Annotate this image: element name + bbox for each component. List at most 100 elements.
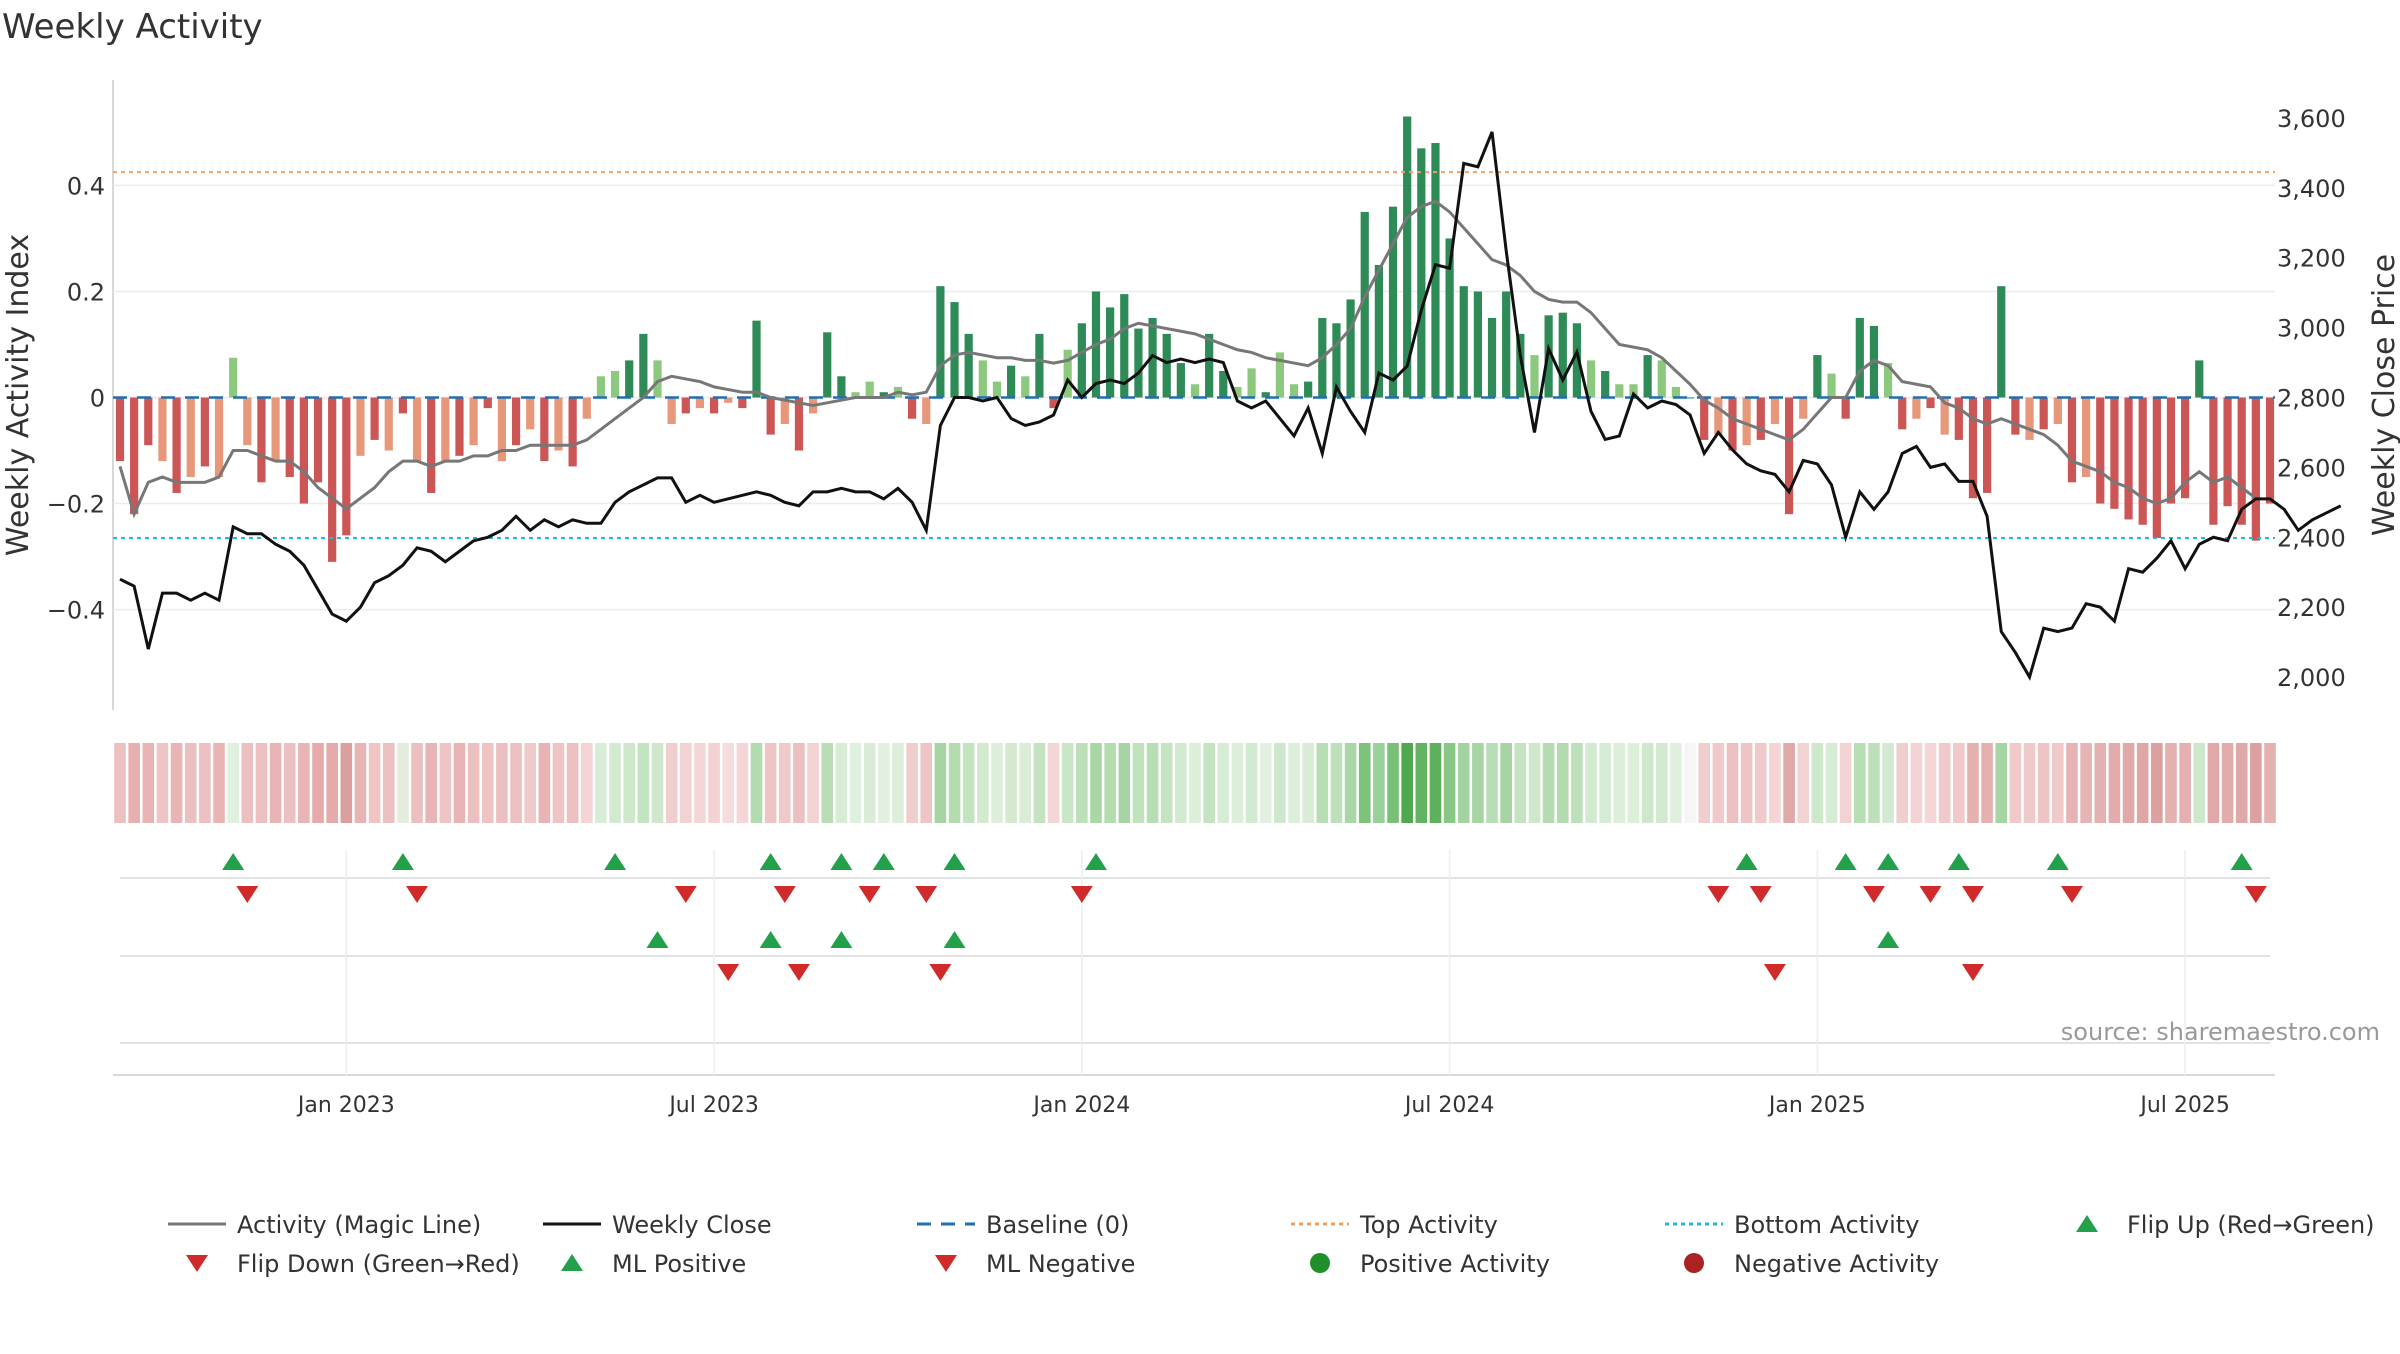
activity-strip-cell [1839, 743, 1852, 823]
activity-bar [1487, 317, 1497, 398]
flip-up-marker [830, 853, 853, 870]
flip-up-marker [1947, 853, 1970, 870]
activity-strip-cell [354, 743, 367, 823]
activity-bar [582, 397, 591, 419]
activity-strip-cell [1726, 743, 1739, 823]
activity-bar [667, 397, 676, 425]
activity-bar [2181, 397, 2190, 499]
y2-tick-label: 3,600 [2277, 105, 2346, 133]
activity-bar [2138, 397, 2147, 525]
ml-positive-marker [830, 931, 853, 948]
activity-strip-cell [170, 743, 183, 823]
activity-bar [313, 397, 323, 483]
y2-axis-label: Weekly Close Price [2367, 254, 2400, 536]
activity-strip-cell [1868, 743, 1880, 823]
activity-strip-cell [694, 743, 706, 823]
activity-strip-cell [1825, 743, 1838, 823]
activity-strip-cell [1330, 743, 1343, 823]
activity-bar [639, 333, 648, 398]
activity-strip-cell [1514, 743, 1527, 823]
activity-bar [794, 397, 804, 451]
activity-strip-cell [1401, 743, 1413, 823]
activity-strip-cell [1302, 743, 1314, 823]
activity-strip-cell [411, 743, 423, 823]
activity-bar [1728, 397, 1737, 451]
activity-bar [653, 360, 662, 398]
activity-strip-cell [1033, 743, 1046, 823]
activity-bar [1601, 370, 1610, 398]
activity-strip-cell [524, 743, 536, 823]
activity-strip-cell [1429, 743, 1442, 823]
activity-bar [1134, 328, 1143, 398]
activity-bar [1021, 376, 1030, 398]
activity-strip-cell [835, 743, 848, 823]
legend-item: Weekly Close [543, 1211, 772, 1239]
activity-strip-cell [1627, 743, 1640, 823]
activity-bar [1714, 397, 1723, 435]
activity-bar [144, 397, 153, 446]
activity-bar [1007, 365, 1016, 398]
activity-strip-cell [439, 743, 452, 823]
activity-strip-cell [1571, 743, 1583, 823]
legend-item: ML Positive [561, 1250, 746, 1278]
activity-bar [1205, 333, 1214, 398]
activity-strip-cell [878, 743, 890, 823]
activity-strip-cell [2037, 743, 2050, 823]
activity-strip-cell [2023, 743, 2036, 823]
activity-bar [455, 397, 464, 456]
activity-bar [2223, 397, 2232, 507]
activity-bar [1445, 238, 1454, 398]
activity-strip-cell [1486, 743, 1498, 823]
activity-strip-cell [1783, 743, 1795, 823]
activity-bar [1417, 148, 1426, 398]
activity-bar [1459, 286, 1468, 398]
activity-bar [2195, 360, 2204, 398]
activity-strip-cell [1670, 743, 1682, 823]
activity-bar [328, 397, 337, 562]
activity-bar [554, 397, 563, 451]
activity-strip-cell [1797, 743, 1810, 823]
activity-bar [1120, 294, 1129, 398]
activity-strip-cell [1655, 743, 1668, 823]
legend-label: Baseline (0) [986, 1211, 1129, 1239]
activity-strip-cell [1344, 743, 1357, 823]
flip-up-marker [1084, 853, 1107, 870]
activity-strip-cell [1641, 743, 1654, 823]
activity-strip-cell [1740, 743, 1753, 823]
activity-bar [2166, 397, 2176, 504]
activity-bar [1558, 312, 1567, 398]
activity-bar [1304, 381, 1313, 398]
activity-strip-cell [2009, 743, 2022, 823]
activity-bar [2067, 397, 2077, 483]
flip-up-marker [1877, 853, 1900, 870]
activity-strip-cell [340, 743, 353, 823]
legend: Activity (Magic Line) Weekly Close Baselin… [168, 1211, 2375, 1278]
activity-strip-cell [1047, 743, 1060, 823]
circle-green-icon [1310, 1253, 1330, 1273]
activity-strip-cell [1500, 743, 1512, 823]
activity-bar [370, 397, 379, 440]
activity-strip-cell [2207, 743, 2220, 823]
flip-up-marker [391, 853, 414, 870]
legend-item: Activity (Magic Line) [168, 1211, 481, 1239]
activity-strip-cell [1599, 743, 1611, 823]
magic-line [118, 199, 2257, 519]
ml-negative-marker [929, 964, 952, 981]
activity-bar [950, 302, 959, 398]
flip-up-marker [943, 853, 966, 870]
activity-strip-cell [510, 743, 522, 823]
activity-strip-cell [397, 743, 409, 823]
activity-bar [356, 397, 365, 456]
activity-bar [724, 397, 733, 403]
activity-strip-cell [1882, 743, 1894, 823]
ml-negative-marker [1763, 964, 1786, 981]
flip-down-marker [674, 886, 697, 903]
activity-strip-cell [227, 743, 239, 823]
y-tick-label: −0.2 [47, 491, 105, 519]
activity-strip-cell [298, 743, 310, 823]
y-tick-label: 0.2 [67, 278, 105, 306]
activity-strip-cell [623, 743, 636, 823]
activity-strip-cell [1811, 743, 1824, 823]
